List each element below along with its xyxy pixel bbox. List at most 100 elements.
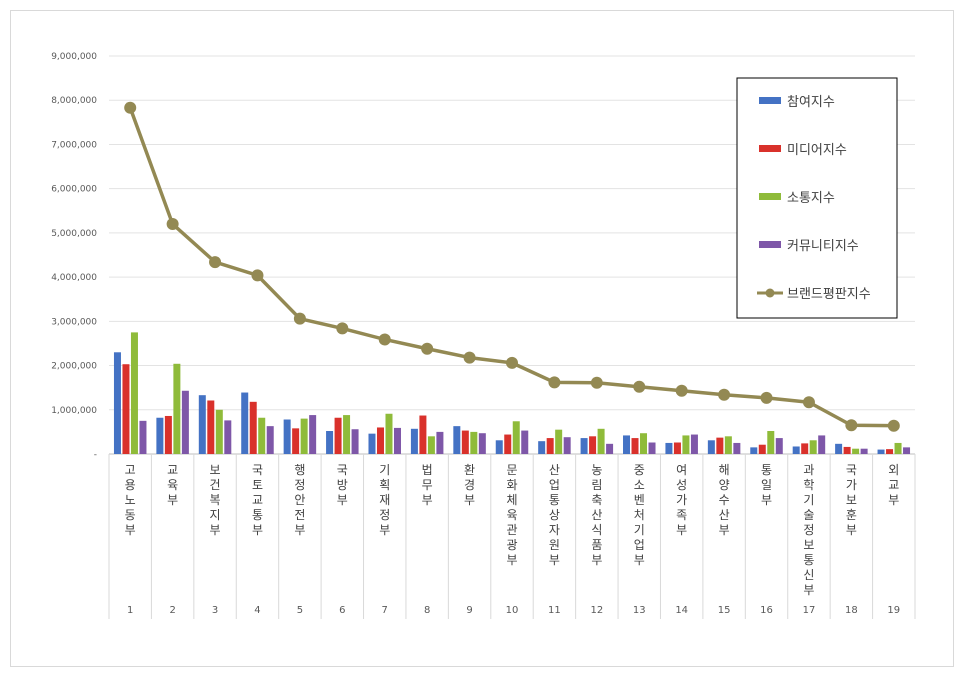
bar-소통지수 [300,418,308,454]
line-point [845,419,858,432]
bar-소통지수 [682,435,690,454]
bar-소통지수 [470,431,478,454]
legend-swatch [759,145,781,152]
bar-참여지수 [410,428,418,454]
legend-swatch [759,97,781,104]
bar-커뮤니티지수 [139,420,147,454]
bar-커뮤니티지수 [860,448,868,454]
bar-미디어지수 [546,438,554,454]
line-point [760,391,773,404]
bar-소통지수 [724,436,732,454]
bar-참여지수 [495,440,503,454]
legend-swatch-marker [765,288,775,298]
x-rank-label: 10 [506,605,519,616]
bar-참여지수 [368,433,376,454]
x-rank-label: 11 [548,605,561,616]
bar-커뮤니티지수 [351,429,359,454]
bar-소통지수 [640,433,648,454]
legend-label: 미디어지수 [787,143,847,158]
line-point [463,351,476,364]
bar-미디어지수 [207,400,215,454]
y-tick-label: 6,000,000 [51,185,97,195]
bar-참여지수 [198,395,206,454]
line-point [802,396,815,409]
line-point [166,218,179,231]
bar-커뮤니티지수 [436,431,444,454]
x-rank-label: 7 [382,605,388,616]
bar-소통지수 [767,431,775,454]
y-axis-ticks: - 1,000,000 2,000,000 3,000,000 4,000,000 5,0… [51,52,97,460]
bar-소통지수 [852,448,860,454]
x-rank-label: 5 [297,605,303,616]
bar-소통지수 [894,442,902,454]
bar-미디어지수 [843,446,851,454]
x-rank-label: 6 [339,605,345,616]
bar-참여지수 [241,392,249,454]
bar-미디어지수 [122,364,130,454]
bar-참여지수 [538,441,546,454]
bar-소통지수 [173,363,181,454]
line-point [124,101,137,114]
legend-label: 브랜드평판지수 [787,287,871,302]
bar-커뮤니티지수 [606,443,614,454]
line-point [590,376,603,389]
bar-소통지수 [130,332,138,454]
line-series [124,101,900,432]
x-rank-label: 18 [845,605,858,616]
bar-커뮤니티지수 [521,430,529,454]
y-tick-label: 2,000,000 [51,362,97,372]
line-point [209,256,222,269]
bar-미디어지수 [758,444,766,454]
bar-커뮤니티지수 [393,427,401,454]
bar-커뮤니티지수 [903,447,911,454]
bar-소통지수 [258,417,266,454]
x-rank-label: 12 [590,605,603,616]
x-rank-label: 13 [633,605,646,616]
bar-미디어지수 [292,428,300,454]
x-rank-label: 1 [127,605,133,616]
legend-label: 소통지수 [787,191,835,206]
bar-커뮤니티지수 [478,433,486,454]
bar-미디어지수 [589,436,597,454]
line-point [887,419,900,432]
bar-커뮤니티지수 [266,426,274,454]
x-rank-label: 15 [718,605,731,616]
line-point [293,312,306,325]
bar-커뮤니티지수 [775,438,783,454]
bar-커뮤니티지수 [690,434,698,454]
bar-참여지수 [326,431,334,454]
bar-참여지수 [750,447,758,454]
bar-참여지수 [665,442,673,454]
bar-커뮤니티지수 [563,437,571,454]
legend-swatch [759,193,781,200]
line-point [506,356,518,369]
bar-미디어지수 [249,401,257,454]
x-rank-label: 4 [254,605,260,616]
bar-참여지수 [707,440,715,454]
bar-참여지수 [283,419,291,454]
bar-미디어지수 [673,442,681,454]
bar-참여지수 [877,449,885,454]
x-rank-label: 9 [466,605,472,616]
bar-미디어지수 [801,443,809,454]
y-tick-label: 5,000,000 [51,229,97,239]
